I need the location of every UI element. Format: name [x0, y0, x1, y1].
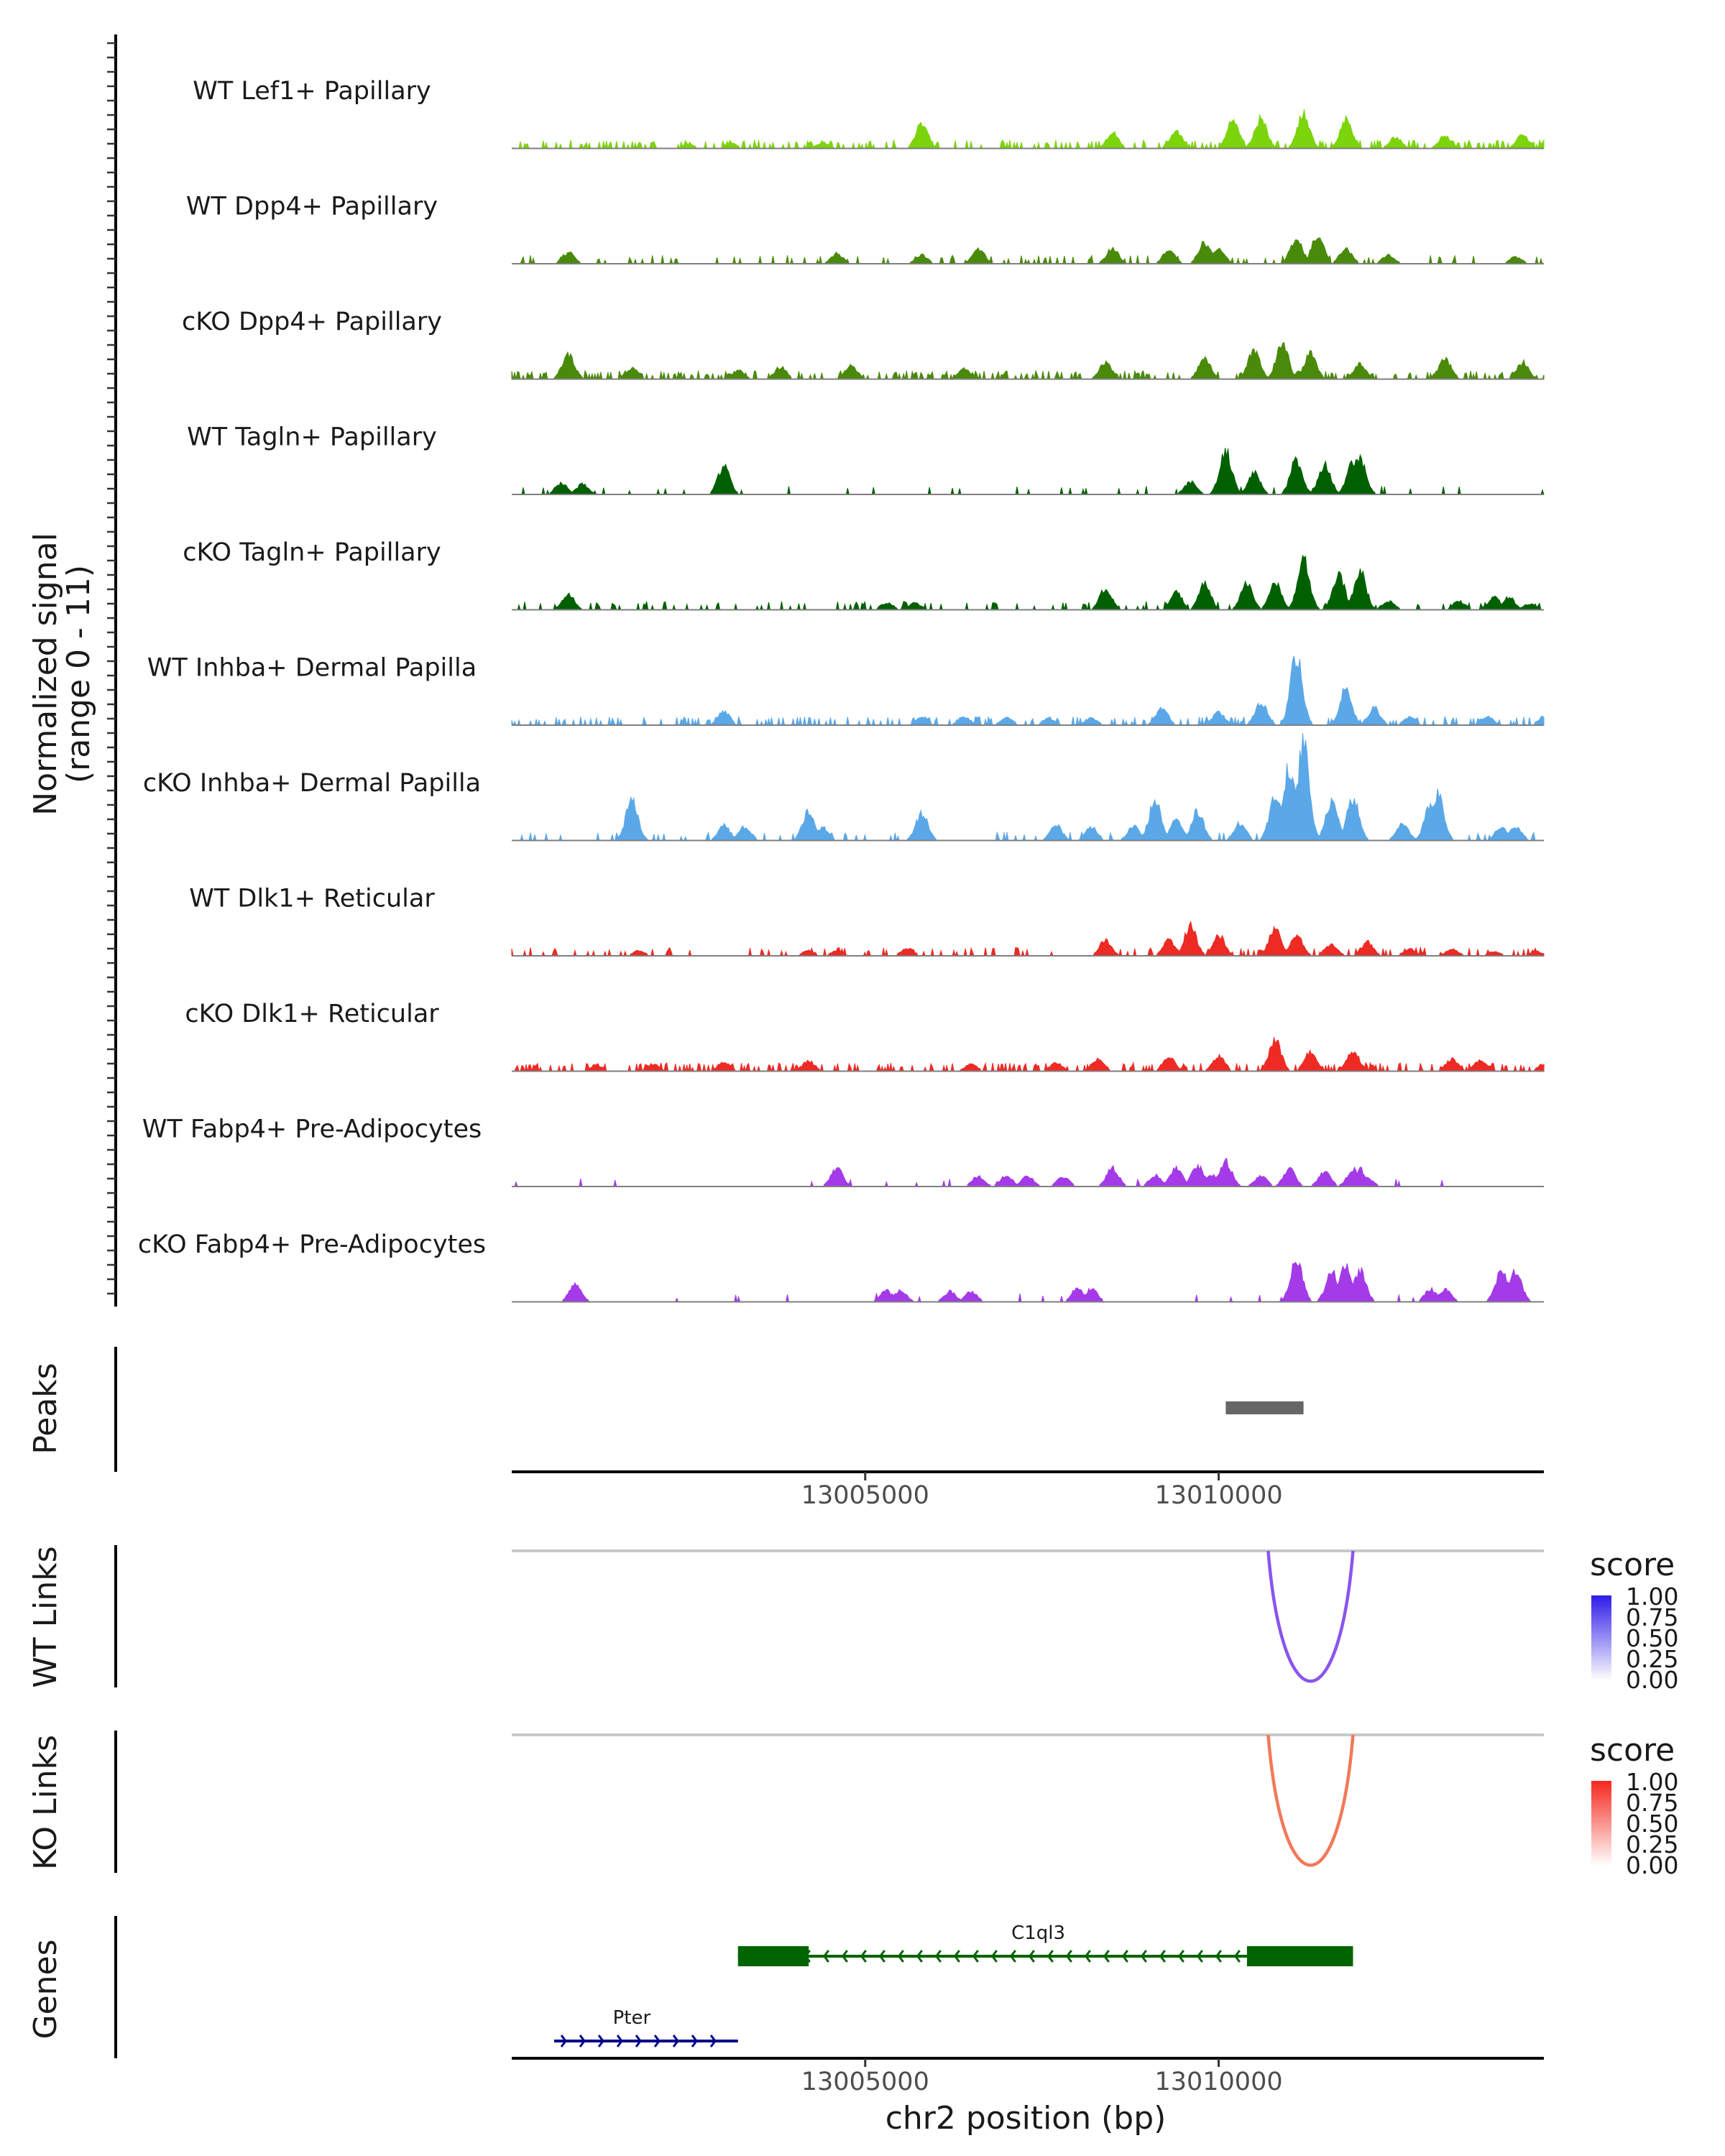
peak-region — [1225, 1401, 1304, 1414]
peaks-label: Peaks — [27, 1363, 64, 1454]
ko-legend-title: score — [1590, 1732, 1675, 1769]
strand-arrow — [560, 2035, 567, 2047]
ko-links-arcs — [1266, 1734, 1355, 1867]
gene-name: Pter — [613, 2007, 651, 2029]
wt-legend-tick: 0.00 — [1626, 1666, 1678, 1694]
coverage-area — [512, 554, 1544, 612]
strand-arrow — [1177, 1950, 1184, 1963]
track-label: WT Dpp4+ Papillary — [186, 193, 438, 221]
coverage-area — [511, 341, 1545, 381]
strand-arrow — [953, 1950, 960, 1963]
wt-score-legend: score 1.00 0.75 0.50 0.25 0.00 — [1590, 1547, 1678, 1694]
wt-legend-tick: 0.50 — [1626, 1624, 1678, 1652]
strand-arrow — [1140, 1950, 1147, 1963]
x-axis-title: chr2 position (bp) — [886, 2100, 1167, 2137]
strand-arrow — [1159, 1950, 1166, 1963]
coverage-area — [512, 1157, 1544, 1187]
strand-arrow — [860, 1950, 867, 1963]
strand-arrow — [972, 1950, 979, 1963]
strand-arrow — [822, 1950, 829, 1963]
bottom-x-axis: 13005000 13010000 — [801, 2058, 1283, 2096]
strand-arrow — [1121, 1950, 1128, 1963]
coverage-area — [512, 109, 1545, 150]
strand-arrow — [616, 2035, 623, 2047]
coverage-area — [512, 448, 1545, 496]
strand-arrow — [1046, 1950, 1054, 1963]
wt-legend-tick: 0.75 — [1626, 1603, 1678, 1631]
x-tick-label: 13010000 — [1154, 2068, 1282, 2096]
strand-arrow — [934, 1950, 942, 1963]
strand-arrow — [1084, 1950, 1091, 1963]
strand-arrow — [691, 2035, 698, 2047]
gene-exon — [737, 1946, 809, 1966]
ko-legend-tick: 1.00 — [1626, 1768, 1678, 1796]
coverage-area — [512, 237, 1544, 265]
x-tick-label: 13005000 — [801, 1481, 929, 1510]
wt-legend-tick: 0.25 — [1626, 1645, 1678, 1673]
strand-arrow — [990, 1950, 998, 1963]
ko-links-label: KO Links — [27, 1735, 64, 1870]
link-arc — [1266, 1550, 1355, 1683]
track-label: WT Inhba+ Dermal Papilla — [147, 654, 477, 683]
link-arc — [1266, 1734, 1355, 1867]
wt-legend-title: score — [1590, 1547, 1675, 1583]
genes-label: Genes — [27, 1939, 64, 2039]
coverage-area — [512, 1261, 1544, 1302]
strand-arrow — [1028, 1950, 1035, 1963]
track-label: cKO Tagln+ Papillary — [183, 538, 441, 567]
strand-arrow — [1233, 1950, 1241, 1963]
ko-score-legend: score 1.00 0.75 0.50 0.25 0.00 — [1590, 1732, 1678, 1879]
peaks-regions — [1225, 1401, 1304, 1414]
strand-arrow — [672, 2035, 679, 2047]
strand-arrow — [1065, 1950, 1072, 1963]
strand-arrow — [579, 2035, 586, 2047]
coverage-area — [511, 655, 1545, 727]
track-label: WT Dlk1+ Reticular — [189, 885, 435, 913]
x-tick-label: 13010000 — [1154, 1481, 1282, 1510]
strand-arrow — [597, 2035, 604, 2047]
coverage-ticks — [107, 42, 116, 1295]
coverage-area — [511, 920, 1545, 957]
track-label: WT Lef1+ Papillary — [193, 77, 431, 106]
coverage-ylabel: Normalized signal — [27, 533, 64, 816]
ko-legend-tick: 0.25 — [1626, 1830, 1678, 1858]
coverage-tracks: WT Lef1+ Papillary WT Dpp4+ Papillary cKO … — [138, 77, 1545, 1303]
gene-name: C1ql3 — [1011, 1922, 1065, 1944]
strand-arrow — [1009, 1950, 1016, 1963]
strand-arrow — [1196, 1950, 1203, 1963]
coverage-area — [512, 733, 1544, 842]
gene-exon — [1246, 1946, 1353, 1966]
strand-arrow — [653, 2035, 661, 2047]
ko-legend-tick: 0.50 — [1626, 1810, 1678, 1838]
x-tick-label: 13005000 — [801, 2068, 929, 2096]
strand-arrow — [916, 1950, 923, 1963]
gene-models: C1ql3 Pter — [554, 1922, 1353, 2047]
track-label: cKO Inhba+ Dermal Papilla — [143, 769, 481, 798]
wt-links-arcs — [1266, 1550, 1355, 1683]
coverage-ylabel-range: (range 0 - 11) — [60, 565, 97, 783]
ko-legend-colorbar — [1591, 1781, 1611, 1866]
strand-arrow — [635, 2035, 642, 2047]
track-label: cKO Dpp4+ Papillary — [182, 308, 442, 336]
track-label: WT Tagln+ Papillary — [187, 423, 437, 452]
track-label: cKO Fabp4+ Pre-Adipocytes — [138, 1230, 486, 1259]
wt-legend-tick: 1.00 — [1626, 1583, 1678, 1611]
strand-arrow — [878, 1950, 886, 1963]
mid-x-axis: 13005000 13010000 — [801, 1472, 1283, 1510]
track-label: cKO Dlk1+ Reticular — [185, 1000, 439, 1028]
strand-arrow — [897, 1950, 904, 1963]
ko-legend-tick: 0.75 — [1626, 1789, 1678, 1817]
strand-arrow — [1215, 1950, 1222, 1963]
track-label: WT Fabp4+ Pre-Adipocytes — [142, 1115, 482, 1144]
strand-arrow — [1103, 1950, 1110, 1963]
coverage-area — [512, 1037, 1545, 1073]
wt-legend-colorbar — [1591, 1595, 1611, 1680]
ko-legend-tick: 0.00 — [1626, 1851, 1678, 1879]
wt-links-label: WT Links — [27, 1546, 64, 1687]
strand-arrow — [709, 2035, 717, 2047]
strand-arrow — [841, 1950, 848, 1963]
